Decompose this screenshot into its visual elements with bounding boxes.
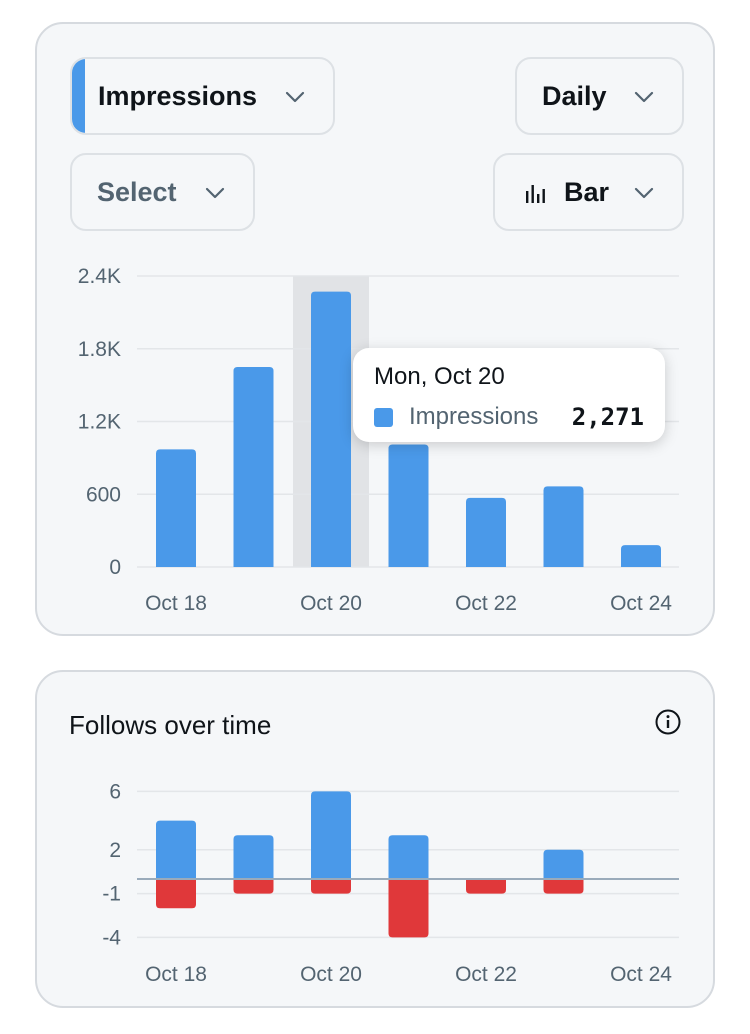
chevron-down-icon <box>634 187 654 199</box>
impressions-card: Impressions Daily Select Bar 0 600 1.2K 1.8… <box>35 22 715 636</box>
impressions-bar-chart: 0 600 1.2K 1.8K 2.4K Oct 18 Oct 20 Oct 22 Oct 24 <box>78 265 679 615</box>
x-tick-label: Oct 24 <box>610 592 672 615</box>
chart-type-dropdown[interactable]: Bar <box>493 153 684 231</box>
positive-bar-oct-20 <box>311 791 351 879</box>
follows-title: Follows over time <box>69 710 272 740</box>
tooltip-value: 2,271 <box>571 403 644 431</box>
chevron-down-icon <box>285 91 305 103</box>
metric-dropdown[interactable]: Impressions <box>70 57 335 135</box>
y-tick-label: 0 <box>109 556 121 579</box>
negative-bar-oct-21 <box>388 879 429 938</box>
x-tick-label: Oct 20 <box>300 963 362 986</box>
tooltip-date: Mon, Oct 20 <box>374 363 505 390</box>
compare-select-dropdown[interactable]: Select <box>70 153 255 231</box>
follows-bar-chart: 6 2 -1 -4 Oct 18 Oct 20 Oct 22 Oct 24 <box>102 780 679 986</box>
x-tick-label: Oct 22 <box>455 592 517 615</box>
chevron-down-icon <box>634 91 654 103</box>
compare-select-label: Select <box>97 176 177 207</box>
negative-bar-oct-23 <box>543 879 584 894</box>
bar-oct-22 <box>466 497 506 567</box>
positive-bar-oct-23 <box>543 849 584 879</box>
y-tick-label: 1.2K <box>78 411 121 434</box>
y-tick-label: -1 <box>102 883 121 906</box>
y-tick-label: 6 <box>109 780 121 803</box>
bar-chart-icon <box>526 185 545 203</box>
bar-oct-21 <box>388 444 429 567</box>
x-tick-label: Oct 22 <box>455 963 517 986</box>
negative-bar-oct-19 <box>233 879 274 894</box>
info-icon[interactable] <box>654 708 682 736</box>
negative-bar-oct-22 <box>466 879 506 894</box>
y-tick-label: 2.4K <box>78 265 121 288</box>
interval-dropdown-label: Daily <box>542 80 607 111</box>
y-tick-label: 600 <box>86 483 121 506</box>
metric-dropdown-label: Impressions <box>98 80 258 111</box>
y-tick-label: 2 <box>109 839 121 862</box>
bar-oct-24 <box>621 545 661 567</box>
negative-bar-oct-20 <box>311 879 351 894</box>
chart-tooltip: Mon, Oct 20 Impressions 2,271 <box>353 348 665 442</box>
positive-bar-oct-19 <box>233 835 274 879</box>
metric-color-accent <box>72 59 85 133</box>
x-tick-label: Oct 24 <box>610 963 672 986</box>
positive-bar-oct-18 <box>156 820 196 879</box>
chart-type-label: Bar <box>564 176 610 207</box>
interval-dropdown[interactable]: Daily <box>515 57 684 135</box>
follows-card: Follows over time 6 2 -1 -4 Oct 18 Oct 20 Oct … <box>35 670 715 1008</box>
chevron-down-icon <box>205 187 225 199</box>
x-tick-label: Oct 18 <box>145 592 207 615</box>
negative-bar-oct-18 <box>156 879 196 909</box>
positive-bar-oct-21 <box>388 835 429 879</box>
bar-oct-19 <box>233 366 274 567</box>
bar-oct-23 <box>543 486 584 567</box>
y-tick-label: 1.8K <box>78 338 121 361</box>
bar-oct-20 <box>311 291 351 567</box>
tooltip-series-swatch <box>374 408 393 427</box>
x-tick-label: Oct 18 <box>145 963 207 986</box>
x-tick-label: Oct 20 <box>300 592 362 615</box>
y-tick-label: -4 <box>102 926 121 949</box>
tooltip-series-name: Impressions <box>409 403 539 430</box>
bar-oct-18 <box>156 449 196 567</box>
